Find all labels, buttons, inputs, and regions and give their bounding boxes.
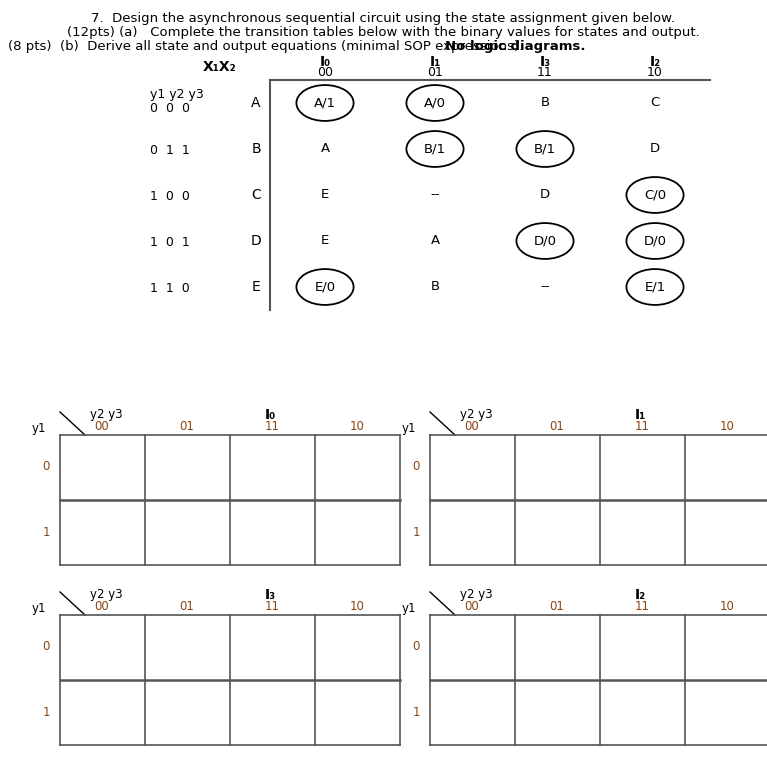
Text: 10: 10 [719, 421, 735, 434]
Text: y2 y3: y2 y3 [90, 408, 123, 421]
Text: I₀: I₀ [265, 408, 275, 422]
Text: y1: y1 [31, 602, 46, 615]
Text: I₁: I₁ [430, 55, 440, 69]
Text: 0: 0 [413, 460, 420, 473]
Text: D/0: D/0 [534, 234, 557, 248]
Text: B: B [251, 142, 261, 156]
Text: I₁: I₁ [634, 408, 646, 422]
Text: y1 y2 y3: y1 y2 y3 [150, 88, 204, 101]
Text: No logic diagrams.: No logic diagrams. [445, 40, 585, 53]
Text: C: C [251, 188, 261, 202]
Text: 01: 01 [550, 601, 565, 614]
Text: 00: 00 [317, 67, 333, 79]
Text: --: -- [540, 280, 550, 293]
Text: 11: 11 [265, 421, 279, 434]
Text: B: B [541, 96, 550, 109]
Text: 00: 00 [94, 601, 110, 614]
Text: B/1: B/1 [534, 143, 556, 155]
Text: 0  0  0: 0 0 0 [150, 102, 190, 115]
Text: 0  1  1: 0 1 1 [150, 144, 189, 157]
Text: y1: y1 [401, 602, 416, 615]
Text: E: E [321, 189, 329, 202]
Text: 10: 10 [719, 601, 735, 614]
Text: C: C [650, 96, 660, 109]
Text: 00: 00 [94, 421, 110, 434]
Text: 10: 10 [350, 421, 364, 434]
Text: X₁X₂: X₁X₂ [203, 60, 237, 74]
Text: 0: 0 [43, 640, 50, 653]
Text: y1: y1 [31, 422, 46, 435]
Text: 1: 1 [42, 525, 50, 539]
Text: 11: 11 [265, 601, 279, 614]
Text: 1  0  1: 1 0 1 [150, 236, 189, 249]
Text: 1: 1 [42, 705, 50, 719]
Text: y1: y1 [401, 422, 416, 435]
Text: 1  0  0: 1 0 0 [150, 190, 190, 203]
Text: 00: 00 [465, 601, 479, 614]
Text: D: D [251, 234, 262, 248]
Text: 0: 0 [413, 640, 420, 653]
Text: A: A [321, 143, 330, 155]
Text: 10: 10 [350, 601, 364, 614]
Text: I₂: I₂ [634, 588, 646, 602]
Text: y2 y3: y2 y3 [90, 588, 123, 601]
Text: C/0: C/0 [644, 189, 666, 202]
Text: I₀: I₀ [319, 55, 331, 69]
Text: y2 y3: y2 y3 [460, 588, 492, 601]
Text: 01: 01 [179, 421, 195, 434]
Text: 11: 11 [634, 421, 650, 434]
Text: D: D [650, 143, 660, 155]
Text: A: A [252, 96, 261, 110]
Text: A/0: A/0 [424, 96, 446, 109]
Text: 00: 00 [465, 421, 479, 434]
Text: 11: 11 [634, 601, 650, 614]
Text: (8 pts)  (b)  Derive all state and output equations (minimal SOP expressions).: (8 pts) (b) Derive all state and output … [8, 40, 528, 53]
Text: 7.  Design the asynchronous sequential circuit using the state assignment given : 7. Design the asynchronous sequential ci… [91, 12, 675, 25]
Text: E: E [252, 280, 260, 294]
Text: y2 y3: y2 y3 [460, 408, 492, 421]
Text: I₂: I₂ [650, 55, 660, 69]
Text: I₃: I₃ [539, 55, 551, 69]
Text: B/1: B/1 [424, 143, 446, 155]
Text: 1: 1 [413, 705, 420, 719]
Text: E/0: E/0 [314, 280, 336, 293]
Text: B: B [430, 280, 439, 293]
Text: E/1: E/1 [644, 280, 666, 293]
Text: D: D [540, 189, 550, 202]
Text: A/1: A/1 [314, 96, 336, 109]
Text: A: A [430, 234, 439, 248]
Text: 1: 1 [413, 525, 420, 539]
Text: 01: 01 [179, 601, 195, 614]
Text: I₃: I₃ [265, 588, 275, 602]
Text: --: -- [430, 189, 439, 202]
Text: 01: 01 [550, 421, 565, 434]
Text: 11: 11 [537, 67, 553, 79]
Text: E: E [321, 234, 329, 248]
Text: 1  1  0: 1 1 0 [150, 282, 189, 295]
Text: 01: 01 [427, 67, 443, 79]
Text: (12pts) (a)   Complete the transition tables below with the binary values for st: (12pts) (a) Complete the transition tabl… [67, 26, 700, 39]
Text: 10: 10 [647, 67, 663, 79]
Text: D/0: D/0 [644, 234, 667, 248]
Text: 0: 0 [43, 460, 50, 473]
